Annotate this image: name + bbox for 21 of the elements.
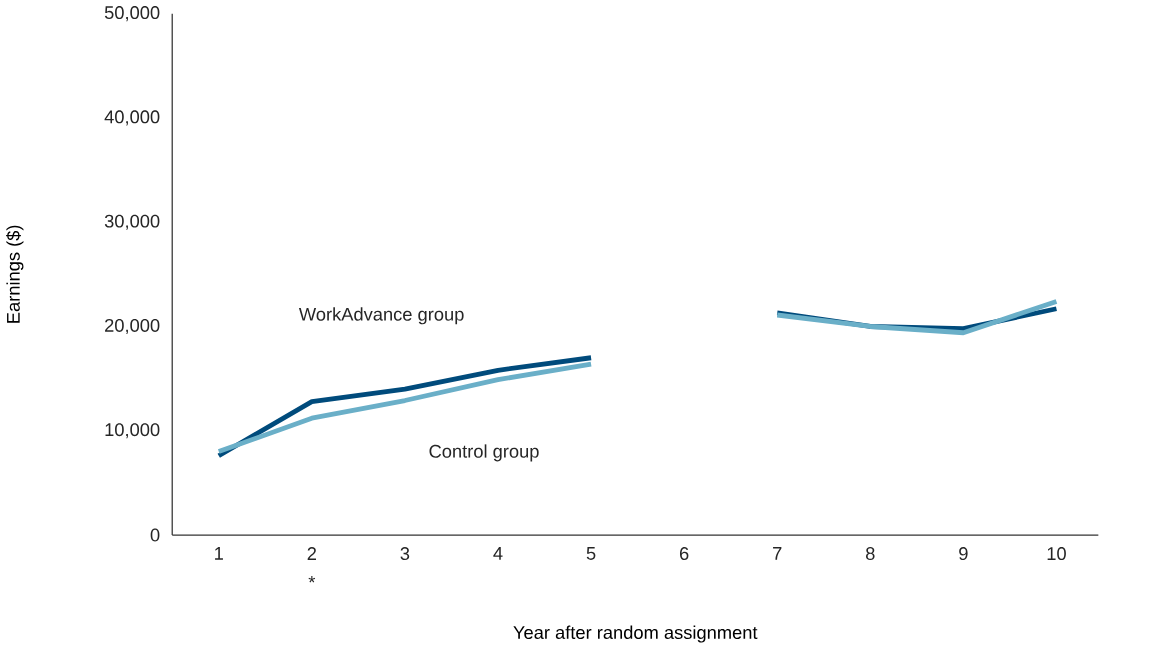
y-tick-label: 20,000 (105, 318, 160, 334)
x-tick-label: 8 (866, 547, 875, 560)
y-tick-label: 0 (150, 528, 160, 542)
y-axis-title: Earnings ($) (6, 225, 24, 323)
text: Control group (429, 444, 539, 462)
x-tick-label: 1 (215, 547, 223, 560)
y-tick-label: 30,000 (104, 214, 160, 230)
y-tick-label: 10,000 (105, 423, 160, 439)
text: WorkAdvance group (298, 307, 464, 325)
text: * (308, 575, 316, 583)
x-tick-label: 3 (400, 547, 410, 560)
x-tick-label: 5 (586, 547, 596, 560)
y-tick-label: 40,000 (104, 110, 160, 126)
y-tick-label: 50,000 (104, 6, 160, 22)
x-axis-title: Year after random assignment (513, 625, 758, 643)
x-tick-label: 4 (493, 547, 503, 560)
x-tick-label: 9 (959, 547, 968, 560)
x-tick-label: 10 (1047, 547, 1066, 560)
x-tick-label: 2 (307, 547, 316, 560)
x-tick-label: 7 (773, 547, 782, 560)
x-tick-label: 6 (679, 547, 689, 560)
